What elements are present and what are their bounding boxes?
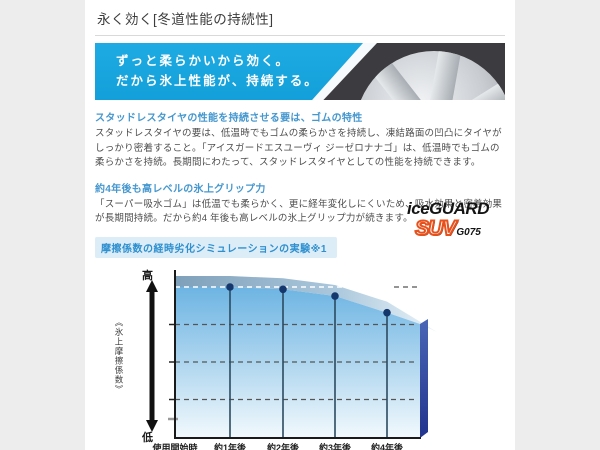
logo-suv-text: SUV <box>414 217 457 240</box>
banner-line1: ずっと柔らかいから効く。 <box>116 54 291 68</box>
banner-blue-panel <box>95 43 363 100</box>
section1-body: スタッドレスタイヤの要は、低温時でもゴムの柔らかさを持続し、凍結路面の凹凸にタイ… <box>95 128 502 168</box>
x-axis-label: 使用開始時 <box>152 442 198 450</box>
wheel-image <box>355 51 505 100</box>
logo-suv-row: SUVG075 <box>387 217 509 240</box>
wheel-spoke <box>424 51 463 100</box>
y-axis-title: 《氷上摩擦係数》 <box>114 317 124 394</box>
friction-chart-canvas <box>146 269 437 439</box>
x-axis-label: 約3年後 <box>318 442 352 450</box>
section2-heading: 約4年後も高レベルの氷上グリップ力 <box>95 183 266 195</box>
page-title: 永く効く[冬道性能の持続性] <box>95 5 505 36</box>
logo-model-text: G075 <box>456 227 481 238</box>
iceguard-logo: iceGUARD SUVG075 <box>387 199 509 240</box>
hero-banner: iceGUARD ずっと柔らかいから効く。 だから氷上性能が、持続する。 <box>95 43 505 100</box>
y-axis-low-label: 低 <box>142 431 153 444</box>
logo-brand-text: iceGUARD <box>407 199 489 218</box>
y-axis-high-label: 高 <box>142 269 153 282</box>
experiment-caption: 摩擦係数の経時劣化シミュレーションの実験※1 <box>95 236 337 258</box>
section1-heading: スタッドレスタイヤの性能を持続させる要は、ゴムの特性 <box>95 113 363 124</box>
banner-line2: だから氷上性能が、持続する。 <box>116 74 319 88</box>
x-axis-label: 約1年後 <box>213 442 247 450</box>
content-area: 永く効く[冬道性能の持続性] iceGUARD ずっと柔らかいから効く。 だから… <box>85 0 515 450</box>
section2-body: 「スーパー吸水ゴム」は低温でも柔らかく、更に経年変化しにくいため、吸水効果と密着… <box>95 198 503 225</box>
x-axis-label: 約4年後 <box>370 442 404 450</box>
banner-catchcopy: ずっと柔らかいから効く。 だから氷上性能が、持続する。 <box>116 51 319 91</box>
x-axis-label: 約2年後 <box>266 442 300 450</box>
